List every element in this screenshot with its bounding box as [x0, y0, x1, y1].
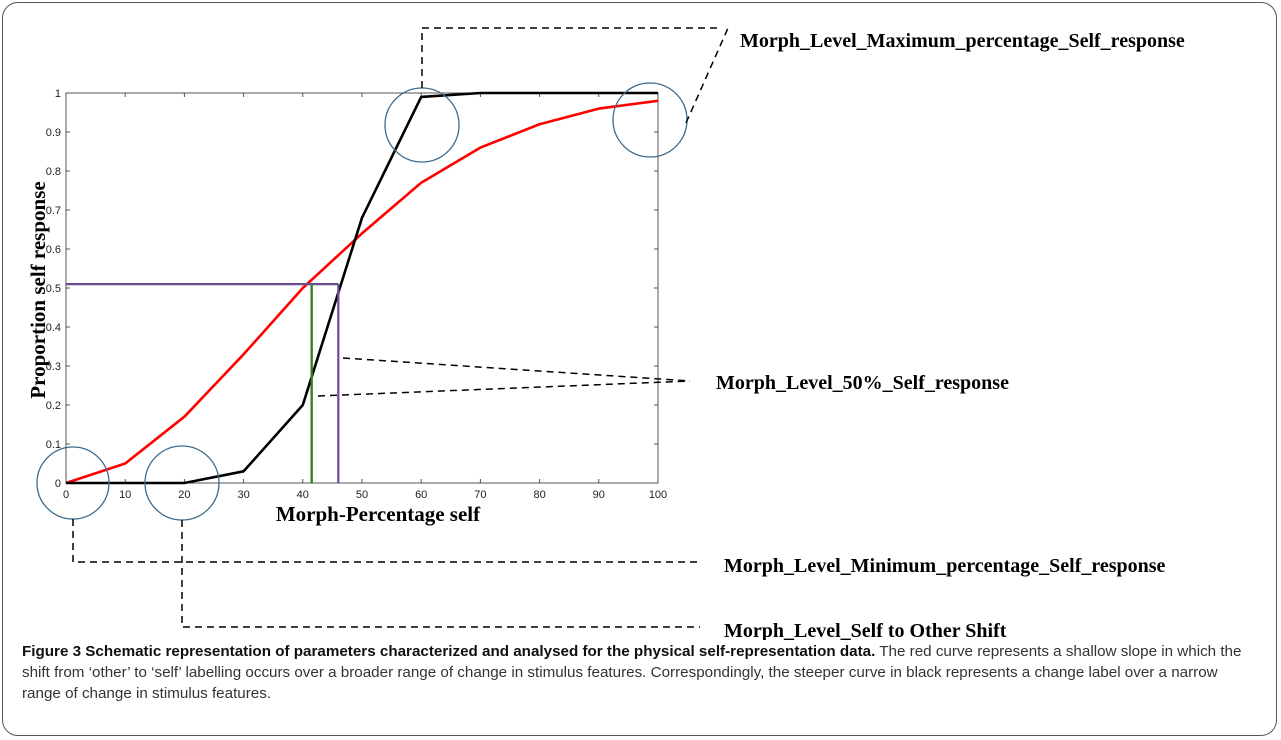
x-tick-label: 20 [178, 489, 190, 501]
leader-lines [72, 27, 729, 628]
x-tick-label: 60 [415, 489, 427, 501]
x-tick-label: 50 [356, 489, 368, 501]
leader-fifty-upper [342, 357, 691, 382]
caption-body: The red curve represents a shallow slope… [22, 643, 1242, 702]
y-tick-label: 0.2 [46, 400, 61, 412]
label-min: Morph_Level_Minimum_percentage_Self_resp… [724, 555, 1166, 577]
series-line-1 [66, 91, 658, 485]
y-tick-label: 0 [55, 478, 61, 490]
x-tick-label: 80 [533, 489, 545, 501]
x-tick-label: 30 [237, 489, 249, 501]
label-fifty: Morph_Level_50%_Self_response [716, 372, 1009, 394]
y-tick-label: 0.1 [46, 439, 61, 451]
y-axis-title: Proportion self response [26, 181, 50, 398]
x-tick-label: 70 [474, 489, 486, 501]
y-tick-label: 1 [55, 88, 61, 100]
figure-caption: Figure 3 Schematic representation of par… [22, 641, 1257, 704]
series-layer [65, 91, 659, 485]
x-tick-label: 100 [649, 489, 667, 501]
axis-ticks [65, 92, 659, 484]
x-tick-label: 0 [63, 489, 69, 501]
series-line-0 [65, 99, 659, 485]
x-tick-label: 90 [593, 489, 605, 501]
label-shift: Morph_Level_Self to Other Shift [724, 620, 1007, 640]
x-tick-label: 10 [119, 489, 131, 501]
y-tick-label: 0.7 [46, 205, 61, 217]
x-axis-title: Morph-Percentage self [276, 502, 481, 526]
plot-area [65, 92, 659, 484]
y-tick-label: 0.3 [46, 361, 61, 373]
y-tick-label: 0.6 [46, 244, 61, 256]
chart: 0 10 20 30 40 50 60 70 80 90 100 0 0.1 0.2 0.3 0.4 0.5 0.… [26, 27, 1185, 640]
x-tick-label: 40 [297, 489, 309, 501]
leader-shift [181, 520, 700, 628]
y-tick-label: 0.5 [46, 283, 61, 295]
reference-lines [66, 283, 340, 483]
leader-max-shallow [685, 27, 729, 124]
y-tick-label: 0.8 [46, 166, 61, 178]
label-max: Morph_Level_Maximum_percentage_Self_resp… [740, 30, 1185, 52]
leader-fifty-lower [317, 380, 691, 397]
leader-max-steep [421, 27, 720, 88]
y-tick-label: 0.4 [46, 322, 61, 334]
y-tick-label: 0.9 [46, 127, 61, 139]
axis-tick-labels: 0 10 20 30 40 50 60 70 80 90 100 0 0.1 0.2 0.3 0.4 0.5 0.… [46, 88, 667, 501]
leader-min [72, 519, 700, 563]
caption-title: Figure 3 Schematic representation of par… [22, 643, 876, 660]
